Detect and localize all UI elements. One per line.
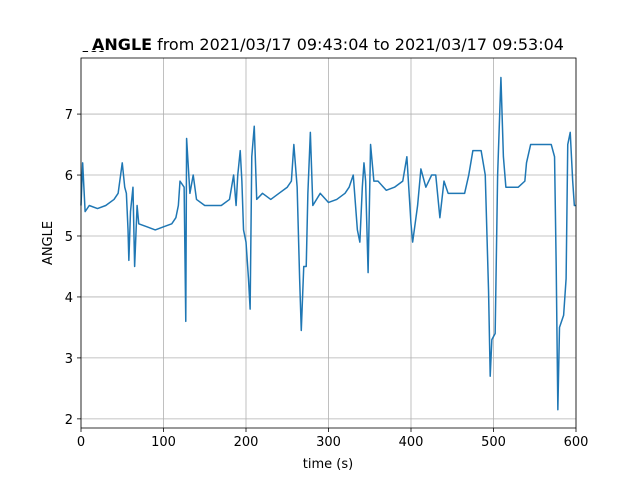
y-tick-label: 6 xyxy=(65,169,73,184)
x-axis-label: time (s) xyxy=(303,457,353,472)
x-tick-label: 200 xyxy=(234,435,259,450)
chart-title: ANGLE from 2021/03/17 09:43:04 to 2021/03… xyxy=(92,35,564,54)
title-bold: ANGLE xyxy=(92,35,152,54)
y-tick-label: 3 xyxy=(65,352,73,367)
title-backdrop xyxy=(82,33,144,51)
y-tick-label: 2 xyxy=(65,413,73,428)
data-line xyxy=(80,76,576,411)
plot-frame xyxy=(80,57,577,429)
x-tick-label: 400 xyxy=(399,435,424,450)
x-tick-label: 0 xyxy=(77,435,85,450)
y-tick-label: 5 xyxy=(65,230,73,245)
x-tick-label: 300 xyxy=(316,435,341,450)
title-rest: from 2021/03/17 09:43:04 to 2021/03/17 0… xyxy=(157,35,564,54)
x-tick-label: 500 xyxy=(481,435,506,450)
x-tick-label: 100 xyxy=(151,435,176,450)
x-tick-label: 600 xyxy=(564,435,589,450)
y-tick-label: 4 xyxy=(65,291,73,306)
y-tick-label: 7 xyxy=(65,108,73,123)
y-axis-label: ANGLE xyxy=(41,221,56,265)
